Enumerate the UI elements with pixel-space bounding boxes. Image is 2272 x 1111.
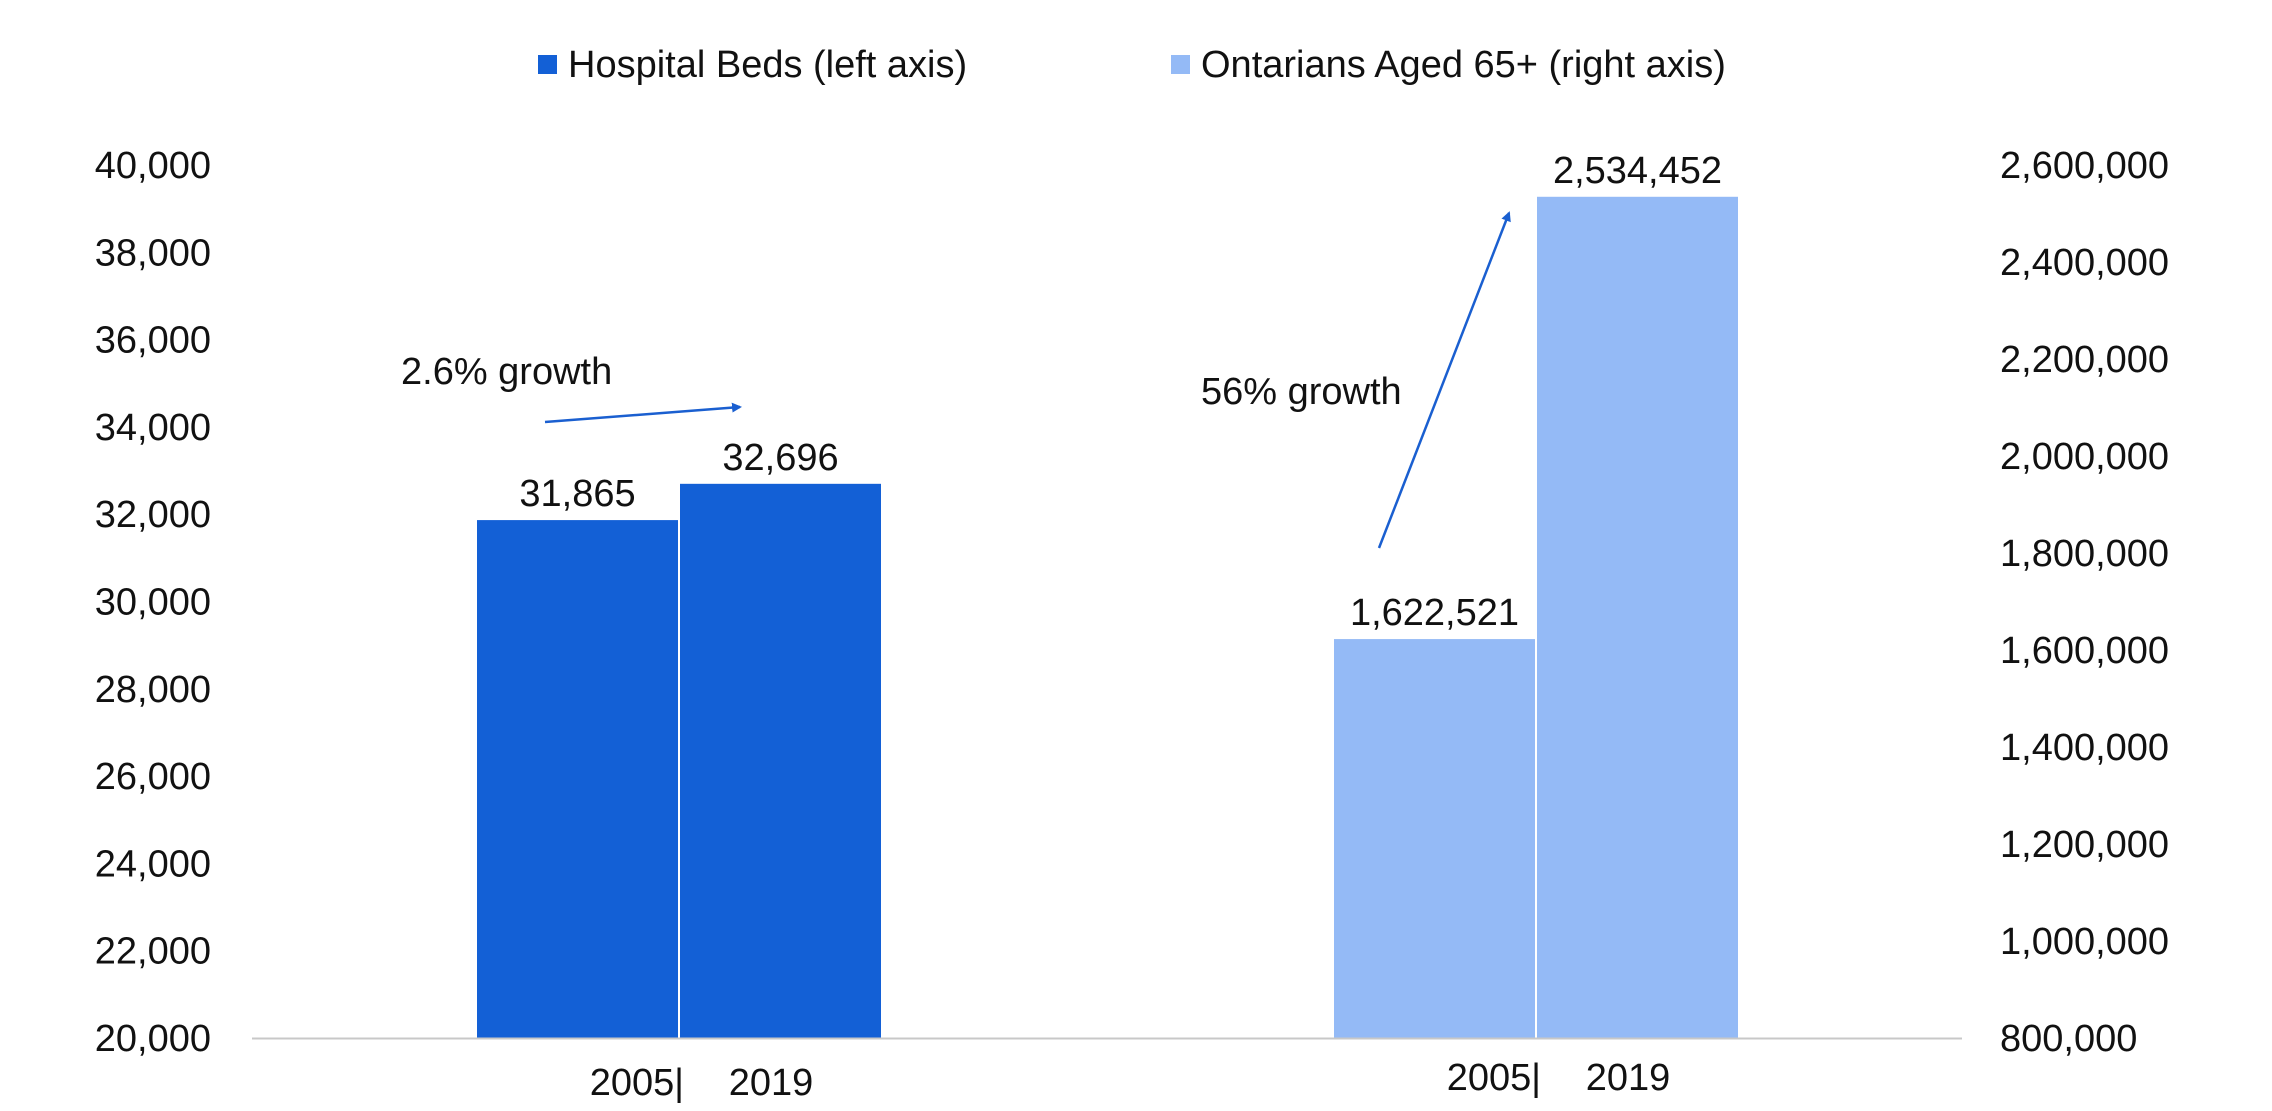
right-axis-ticks: 800,000 1,000,000 1,200,000 1,400,000 1,600,… <box>2000 145 2169 1060</box>
right-axis-tick-label: 1,600,000 <box>2000 630 2169 672</box>
growth-annotation: 56% growth <box>1201 371 1402 413</box>
data-labels: 31,865 32,696 1,622,521 2,534,452 <box>519 150 1722 634</box>
right-axis-tick-label: 1,000,000 <box>2000 921 2169 963</box>
left-axis-tick-label: 30,000 <box>95 582 211 624</box>
category-separator: | <box>1531 1057 1541 1099</box>
growth-annotation: 2.6% growth <box>401 351 612 393</box>
bar-left-2005 <box>477 520 678 1038</box>
right-axis-tick-label: 1,200,000 <box>2000 824 2169 866</box>
data-label: 2,534,452 <box>1553 150 1722 192</box>
annotations: 2.6% growth 56% growth <box>401 211 1511 549</box>
left-axis-tick-label: 36,000 <box>95 320 211 362</box>
category-label: 2005 <box>1447 1057 1532 1099</box>
bars <box>477 196 1738 1039</box>
bar-right-2019 <box>1537 196 1738 1039</box>
legend-label: Hospital Beds (left axis) <box>568 44 967 86</box>
right-axis-tick-label: 2,000,000 <box>2000 436 2169 478</box>
data-label: 1,622,521 <box>1350 592 1519 634</box>
left-axis-tick-label: 26,000 <box>95 756 211 798</box>
left-axis-tick-label: 34,000 <box>95 407 211 449</box>
bar-left-2019 <box>680 483 881 1039</box>
right-axis-tick-label: 2,400,000 <box>2000 242 2169 284</box>
growth-arrow <box>1377 211 1511 549</box>
category-label: 2019 <box>1586 1057 1671 1099</box>
right-axis-tick-label: 2,600,000 <box>2000 145 2169 187</box>
data-label: 31,865 <box>519 473 635 515</box>
left-axis-ticks: 20,000 22,000 24,000 26,000 28,000 30,000 32,0… <box>95 145 211 1060</box>
right-axis-tick-label: 800,000 <box>2000 1018 2137 1060</box>
legend-label: Ontarians Aged 65+ (right axis) <box>1201 44 1726 86</box>
left-axis-tick-label: 28,000 <box>95 669 211 711</box>
right-axis-tick-label: 1,400,000 <box>2000 727 2169 769</box>
left-axis-tick-label: 40,000 <box>95 145 211 187</box>
left-axis-tick-label: 24,000 <box>95 843 211 885</box>
left-axis-tick-label: 22,000 <box>95 931 211 973</box>
data-label: 32,696 <box>722 437 838 479</box>
category-separator: | <box>674 1062 684 1104</box>
left-axis-tick-label: 20,000 <box>95 1018 211 1060</box>
right-axis-tick-label: 1,800,000 <box>2000 533 2169 575</box>
category-label: 2005 <box>590 1062 675 1104</box>
right-axis-tick-label: 2,200,000 <box>2000 339 2169 381</box>
category-labels: 2005 | 2019 2005 | 2019 <box>590 1057 1671 1104</box>
bar-right-2005 <box>1334 639 1535 1038</box>
left-axis-tick-label: 38,000 <box>95 232 211 274</box>
left-axis-tick-label: 32,000 <box>95 494 211 536</box>
legend: Hospital Beds (left axis) Ontarians Aged … <box>538 44 1726 86</box>
legend-swatch <box>1171 55 1190 74</box>
growth-arrow <box>544 402 742 424</box>
legend-swatch <box>538 55 557 74</box>
category-label: 2019 <box>729 1062 814 1104</box>
